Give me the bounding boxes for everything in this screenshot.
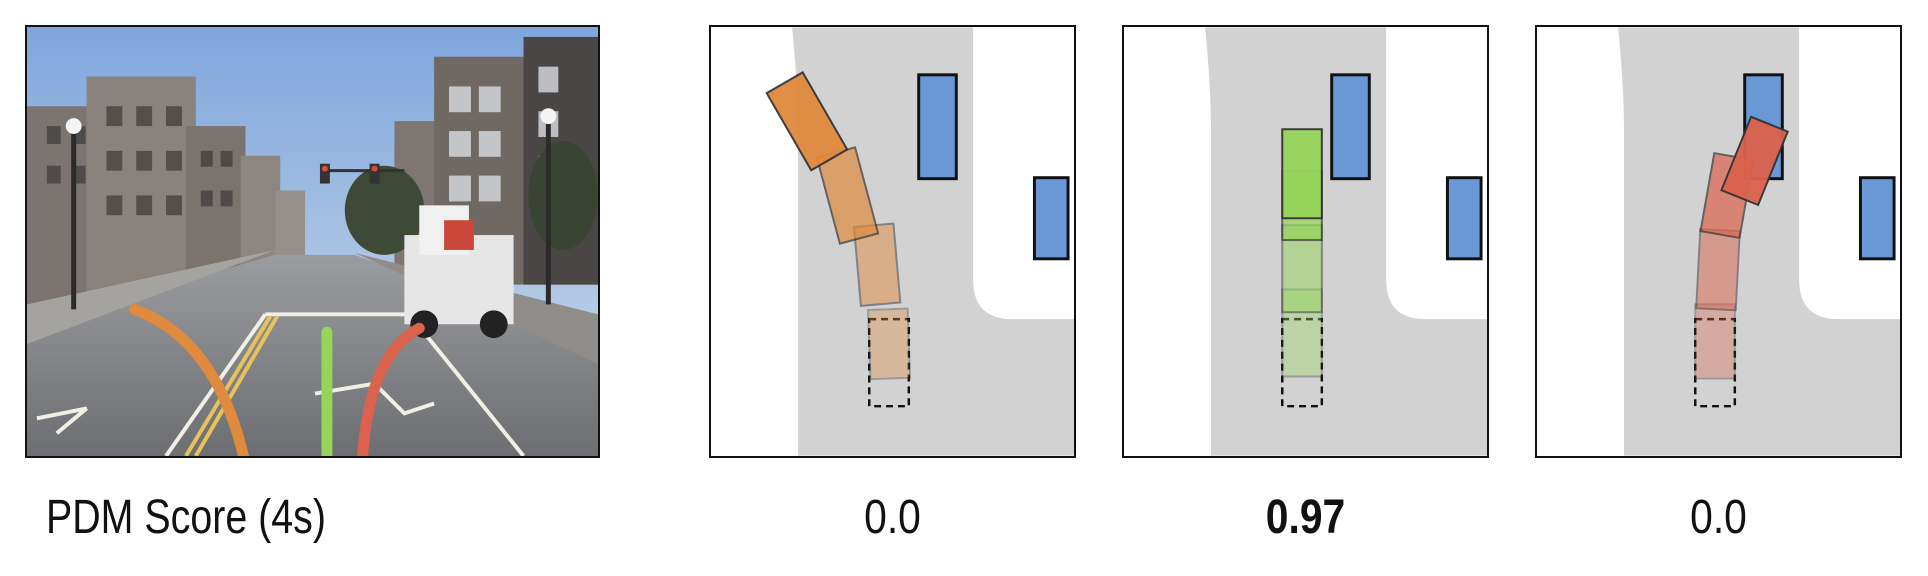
traffic-lights (319, 163, 405, 184)
trajectory-red (357, 322, 425, 456)
trajectory-boxes (765, 71, 912, 381)
pdm-score-label: PDM Score (4s) (46, 491, 326, 544)
trajectory-boxes (1694, 115, 1790, 380)
trajectory-boxes (1281, 128, 1323, 378)
trajectory-orange (128, 303, 249, 456)
camera-front-view (25, 25, 600, 458)
bev-map (1205, 27, 1487, 456)
bev-panel-orange (709, 25, 1076, 458)
tree (528, 140, 598, 250)
bev-map (765, 27, 1074, 456)
drivable-area (792, 27, 1074, 456)
vehicle-box (1330, 73, 1371, 181)
street-lamps (71, 116, 551, 310)
score-orange: 0.0 (864, 491, 921, 544)
vehicle-box (1858, 176, 1896, 261)
bev-panel-red (1535, 25, 1902, 458)
drivable-area (1205, 27, 1487, 456)
ego-vehicle-outline (1694, 317, 1737, 408)
bev-panel-green (1122, 25, 1489, 458)
tree (344, 165, 425, 255)
camera-scene (27, 27, 598, 456)
double-yellow-line (184, 315, 279, 456)
vehicle-box (917, 73, 958, 181)
score-red: 0.0 (1690, 491, 1747, 544)
bev-map (1618, 27, 1900, 456)
drivable-area (1618, 27, 1900, 456)
vehicle-box (1445, 176, 1483, 261)
ego-vehicle-outline (1281, 317, 1324, 408)
vehicle-box (1032, 176, 1070, 261)
ego-vehicle-outline (868, 317, 911, 408)
score-green: 0.97 (1265, 491, 1346, 544)
